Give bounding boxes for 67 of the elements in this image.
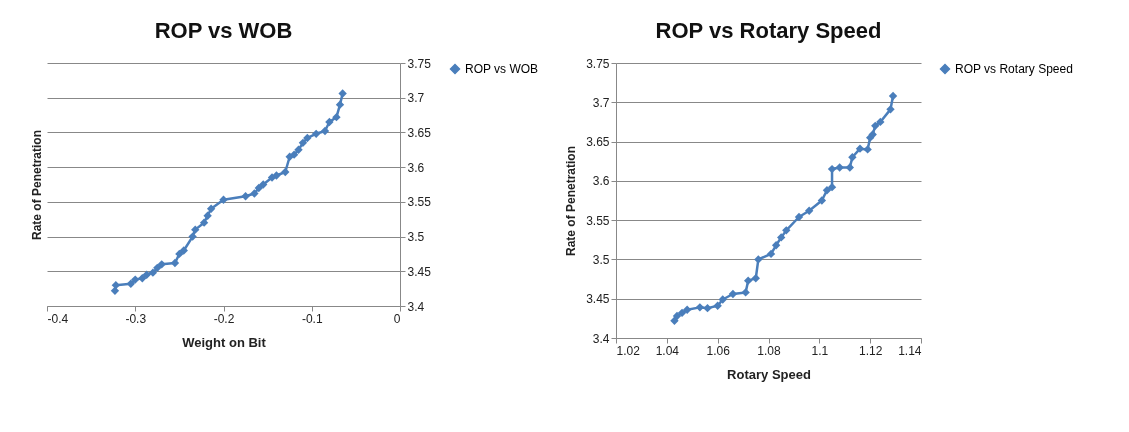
y-tick-label: 3.7 [592, 95, 610, 110]
point [303, 133, 312, 143]
y-tick-label: 3.4 [592, 331, 610, 346]
x-tick-label: 1.02 [616, 343, 641, 358]
point [259, 180, 268, 189]
y-tick-label: 3.5 [407, 230, 425, 245]
point [320, 126, 330, 136]
point [311, 129, 321, 138]
point [138, 274, 147, 283]
point [241, 192, 250, 201]
y-tick-label: 3.75 [586, 56, 610, 71]
y-tick-label: 3.7 [407, 91, 425, 106]
y-tick-label: 3.45 [586, 292, 610, 307]
y-tick-label: 3.65 [407, 125, 432, 140]
x-tick-label: 0 [393, 311, 401, 326]
chart-title: ROP vs Rotary Speed [655, 18, 882, 43]
x-tick-label: 1.06 [706, 343, 731, 358]
point [199, 218, 209, 227]
point [206, 204, 216, 213]
point [148, 268, 158, 277]
x-tick-label: -0.2 [213, 311, 235, 326]
point [250, 189, 259, 198]
point [325, 117, 334, 127]
x-tick-label: 1.1 [811, 343, 829, 358]
y-tick-label: 3.6 [592, 174, 610, 189]
x-axis-title: Rotary Speed [727, 366, 811, 382]
point [153, 263, 162, 272]
point [157, 260, 166, 269]
point [281, 167, 290, 177]
point [179, 246, 188, 255]
legend-label: ROP vs Rotary Speed [955, 62, 1073, 76]
x-tick-label: 1.08 [757, 343, 781, 358]
x-tick-label: -0.4 [47, 311, 69, 326]
y-tick-label: 3.45 [407, 264, 432, 279]
x-tick-label: 1.04 [655, 343, 680, 358]
point [175, 249, 184, 259]
y-tick-label: 3.75 [407, 56, 432, 71]
point [191, 225, 200, 234]
y-tick-label: 3.4 [407, 299, 425, 314]
point [294, 145, 303, 154]
point [335, 100, 345, 109]
point [126, 279, 136, 288]
point [272, 171, 281, 180]
y-axis-title: Rate of Penetration [29, 129, 44, 241]
point [188, 232, 197, 241]
y-tick-label: 3.65 [586, 135, 610, 150]
point [219, 195, 228, 204]
x-axis-title: Weight on Bit [182, 334, 267, 350]
y-axis-title: Rate of Penetration [564, 145, 579, 257]
y-tick-label: 3.55 [586, 213, 610, 228]
point [131, 275, 140, 284]
y-tick-label: 3.55 [407, 195, 432, 210]
point [332, 112, 341, 122]
point [254, 183, 263, 193]
point [203, 211, 212, 220]
chart-title: ROP vs WOB [154, 18, 293, 43]
point [338, 89, 347, 98]
y-tick-label: 3.5 [592, 252, 610, 267]
x-tick-label: 1.14 [898, 343, 922, 358]
point [170, 258, 180, 268]
x-tick-label: 1.12 [858, 343, 883, 358]
point [298, 138, 308, 148]
x-tick-label: -0.1 [301, 311, 323, 326]
x-tick-label: -0.3 [125, 311, 147, 326]
y-tick-label: 3.6 [407, 160, 425, 175]
point [142, 270, 151, 279]
legend-label: ROP vs WOB [465, 62, 539, 76]
